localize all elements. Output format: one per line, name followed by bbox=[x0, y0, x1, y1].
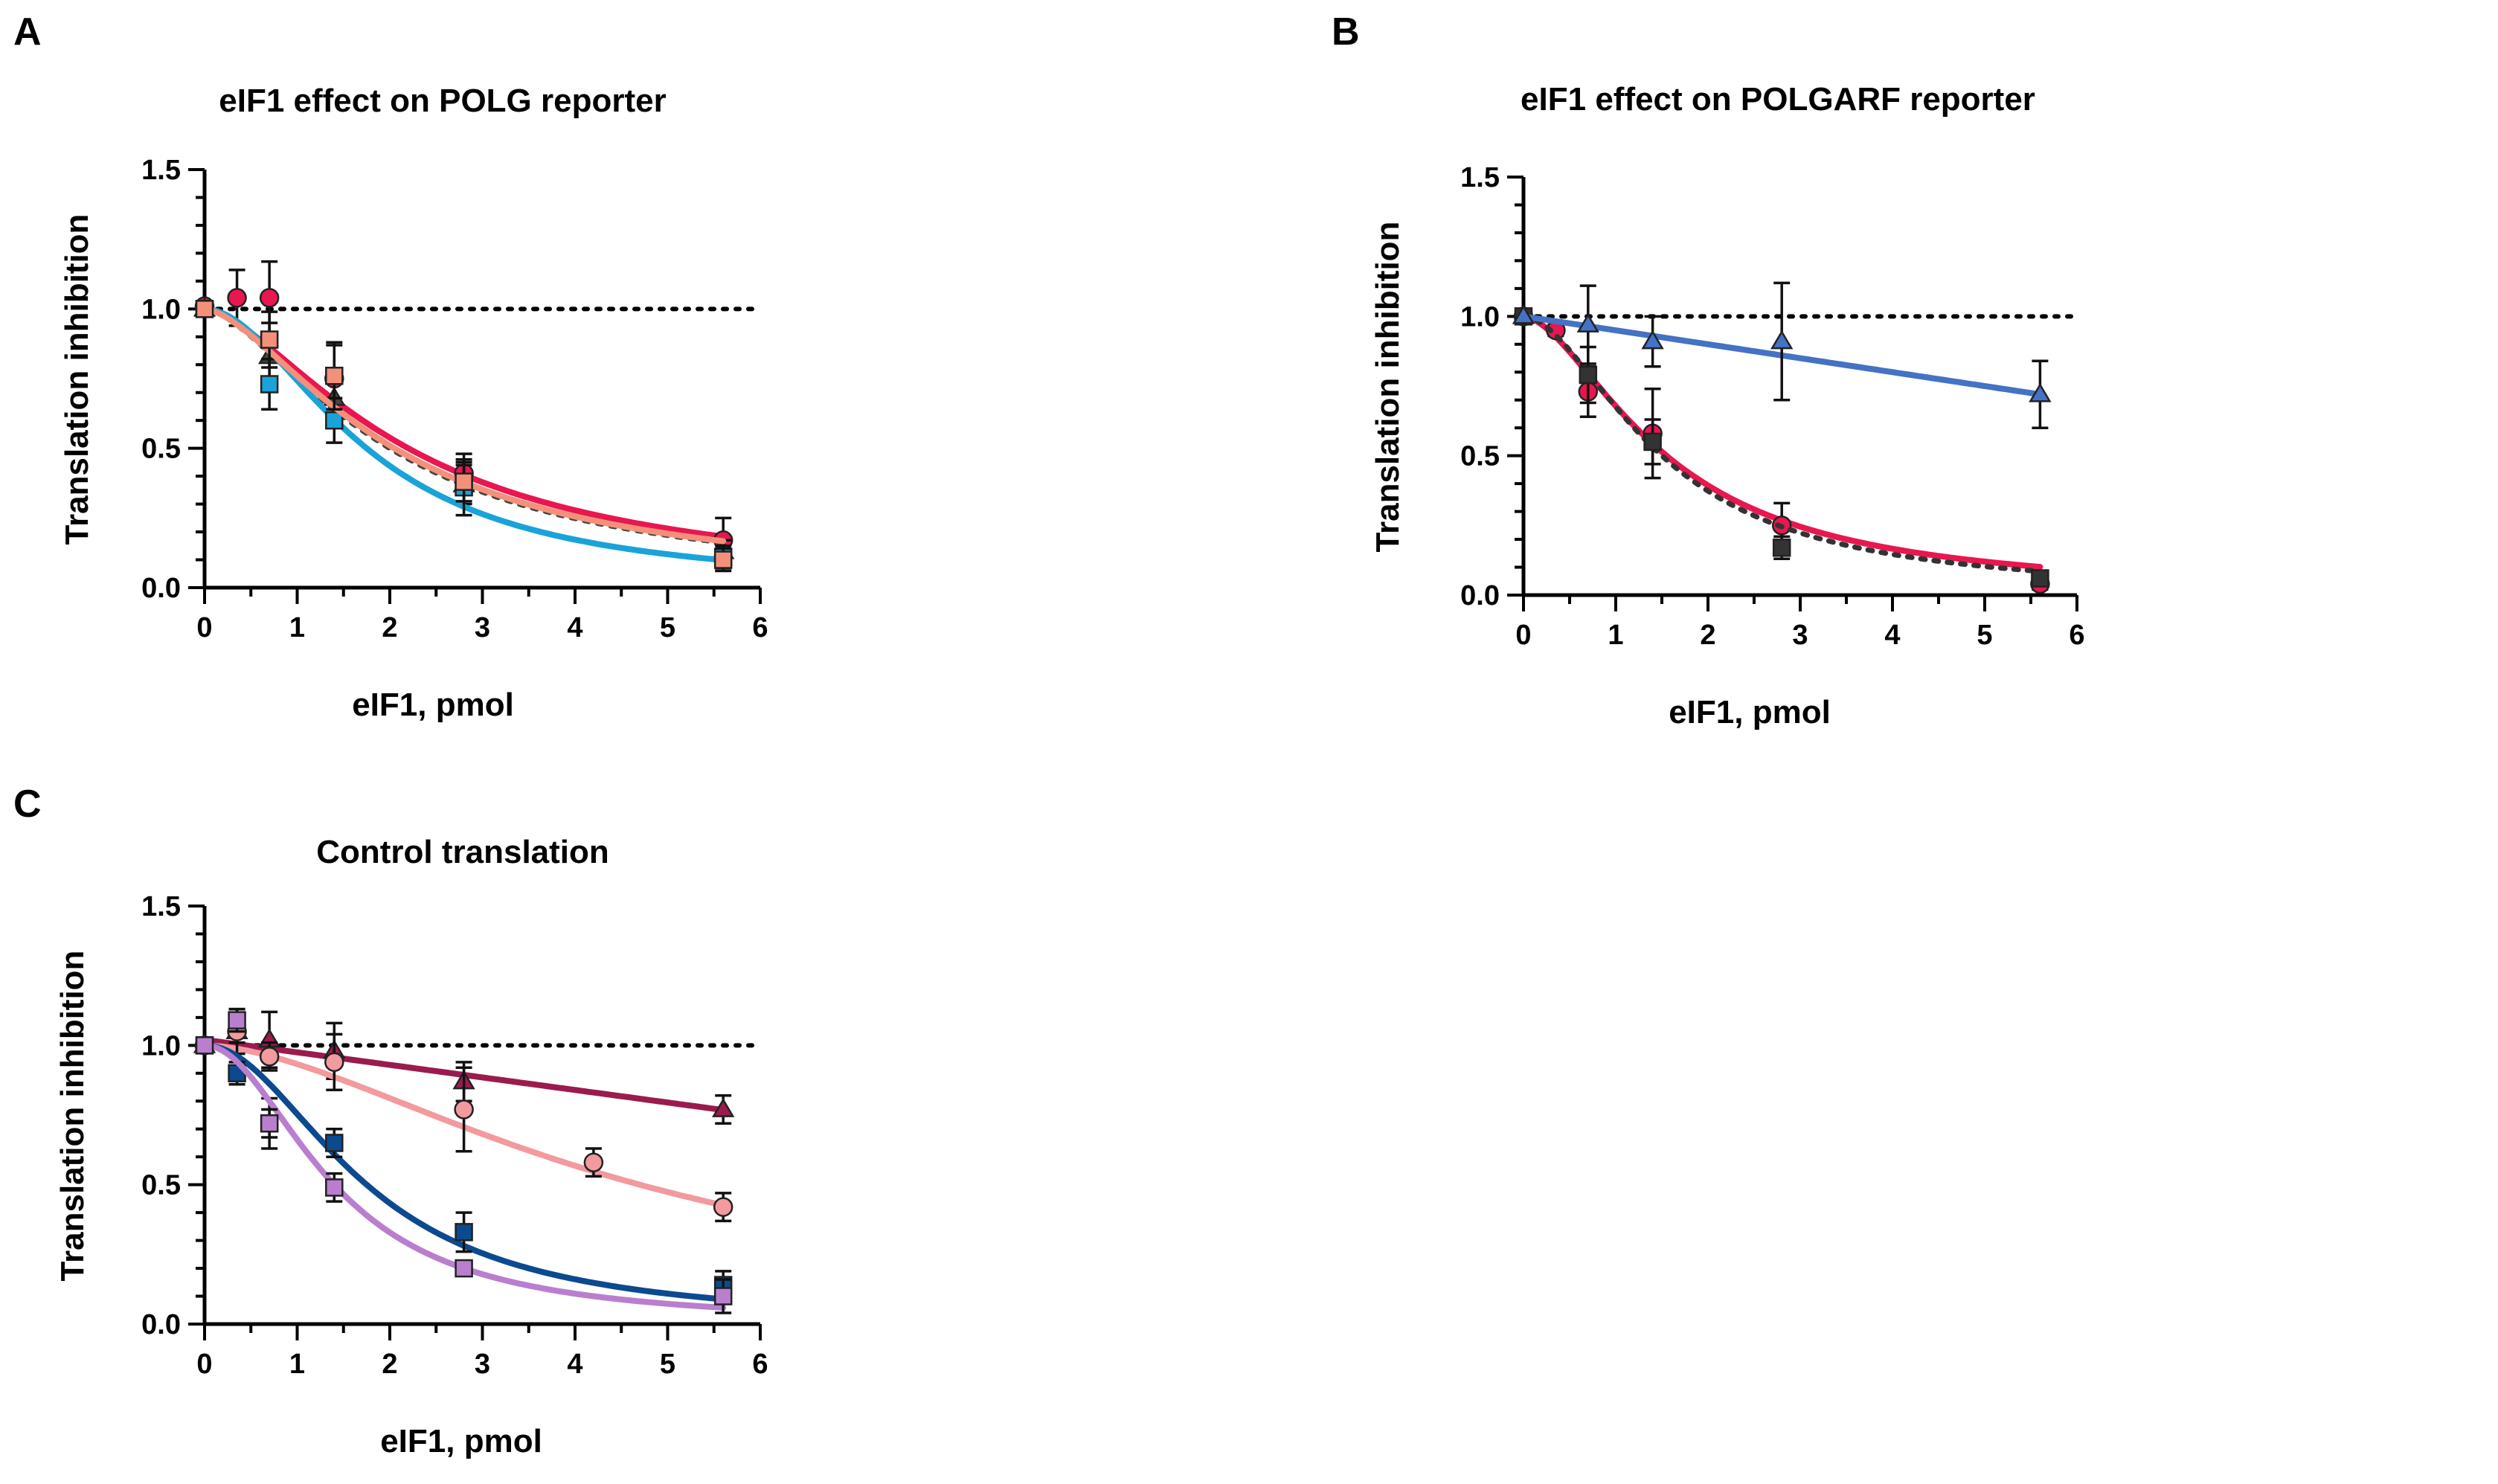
panel-b-y-tick-label: 0.5 bbox=[1460, 441, 1500, 472]
panel-a-plot: 0.0 0.5 1.0 1.5 0 1 2 3 4 5 6 bbox=[141, 155, 768, 643]
panel-a: A eIF1 effect on POLG reporter 0.0 0.5 1.0… bbox=[13, 10, 768, 723]
panel-a-x-tick-label: 0 bbox=[196, 612, 212, 643]
panel-c-data-point bbox=[260, 1114, 279, 1133]
panel-b-data-point bbox=[2031, 569, 2049, 588]
panel-c-data-point bbox=[713, 1287, 733, 1305]
panel-a-y-tick-label: 0.5 bbox=[141, 434, 181, 465]
panel-c-data-point bbox=[583, 1152, 604, 1172]
panel-a-data-point bbox=[259, 288, 280, 308]
panel-a-x-tick-label: 3 bbox=[475, 612, 490, 643]
panel-a-x-tick-label: 1 bbox=[289, 612, 305, 643]
panel-a-x-tick-label: 5 bbox=[660, 612, 675, 643]
panel-c-letter: C bbox=[13, 783, 42, 826]
panel-b-fit-curve bbox=[1521, 313, 2043, 574]
panel-a-series-0 bbox=[194, 260, 733, 565]
panel-b-x-tick-label: 6 bbox=[2069, 620, 2084, 651]
panel-c-x-tick-label: 5 bbox=[660, 1349, 675, 1380]
panel-b-x-tick-label: 2 bbox=[1700, 620, 1715, 651]
panel-a-data-point bbox=[325, 367, 344, 385]
panel-a-x-tick-label: 4 bbox=[567, 612, 582, 643]
panel-b-data-point bbox=[1770, 330, 1794, 350]
panel-b-letter: B bbox=[1332, 10, 1360, 54]
panel-c-x-tick-label: 2 bbox=[382, 1349, 397, 1380]
panel-a-series-3 bbox=[195, 300, 733, 573]
panel-b-y-tick-label: 1.5 bbox=[1460, 162, 1500, 193]
panel-a-y-tick-label: 1.0 bbox=[141, 294, 181, 325]
panel-c-x-tick-label: 0 bbox=[196, 1349, 212, 1380]
panel-a-y-tick-label: 1.5 bbox=[141, 155, 181, 186]
panel-b-series-2 bbox=[1512, 281, 2052, 429]
panel-a-xlabel: eIF1, pmol bbox=[352, 687, 514, 723]
panel-c-title: Control translation bbox=[316, 834, 609, 870]
panel-b-x-tick-label: 5 bbox=[1977, 620, 1992, 651]
panel-a-ylabel: Translation inhibition bbox=[59, 214, 95, 545]
panel-a-data-point bbox=[260, 330, 279, 349]
panel-c-x-tick-label: 6 bbox=[752, 1349, 768, 1380]
panel-c-ylabel: Translation inhibition bbox=[54, 951, 91, 1282]
panel-a-title: eIF1 effect on POLG reporter bbox=[219, 83, 666, 119]
panel-c-y-tick-label: 0.5 bbox=[141, 1170, 181, 1201]
panel-b-y-tick-label: 0.0 bbox=[1460, 580, 1500, 611]
panel-c-data-point bbox=[713, 1197, 733, 1217]
panel-b-title: eIF1 effect on POLGARF reporter bbox=[1521, 81, 2035, 118]
panel-c-y-tick-label: 0.0 bbox=[141, 1309, 181, 1340]
panel-b-series-1 bbox=[1514, 307, 2049, 588]
panel-c-data-point bbox=[454, 1099, 474, 1120]
panel-b: B eIF1 effect on POLGARF reporter 0.0 0.5… bbox=[1332, 10, 2085, 730]
panel-a-data-point bbox=[713, 550, 733, 569]
panel-b-x-tick-label: 3 bbox=[1792, 620, 1808, 651]
panel-a-data-point bbox=[195, 300, 214, 318]
panel-c: C Control translation 0.0 0.5 1.0 1.5 0 1 2 3 4 5… bbox=[13, 783, 768, 1459]
panel-c-x-tick-label: 4 bbox=[567, 1349, 582, 1380]
panel-a-data-point bbox=[325, 411, 344, 430]
panel-c-plot: 0.0 0.5 1.0 1.5 0 1 2 3 4 5 6 bbox=[141, 891, 768, 1380]
panel-b-y-tick-label: 1.0 bbox=[1460, 301, 1500, 333]
panel-a-data-point bbox=[227, 288, 247, 308]
panel-c-series-3 bbox=[195, 1007, 733, 1314]
panel-b-x-tick-label: 4 bbox=[1884, 620, 1900, 651]
panel-a-letter: A bbox=[13, 10, 42, 54]
panel-c-data-point bbox=[324, 1052, 344, 1073]
panel-c-data-point bbox=[195, 1036, 214, 1055]
panel-c-data-point bbox=[228, 1011, 246, 1030]
panel-b-x-tick-label: 0 bbox=[1515, 620, 1531, 651]
panel-c-xlabel: eIF1, pmol bbox=[380, 1423, 542, 1459]
panel-b-data-point bbox=[2029, 382, 2052, 402]
panel-c-data-point bbox=[712, 1098, 735, 1117]
panel-c-x-tick-label: 3 bbox=[475, 1349, 490, 1380]
panel-a-data-point bbox=[455, 472, 473, 491]
panel-a-y-tick-label: 0.0 bbox=[141, 573, 181, 604]
panel-c-y-tick-label: 1.0 bbox=[141, 1030, 181, 1061]
panel-b-ylabel: Translation inhibition bbox=[1370, 222, 1406, 553]
panel-a-data-point bbox=[260, 375, 279, 394]
panel-c-data-point bbox=[259, 1047, 280, 1067]
panel-b-data-point bbox=[1772, 539, 1791, 557]
panel-c-x-tick-label: 1 bbox=[289, 1349, 305, 1380]
panel-c-data-point bbox=[325, 1178, 344, 1197]
panel-b-data-point bbox=[1579, 365, 1598, 385]
panel-c-y-tick-label: 1.5 bbox=[141, 891, 181, 922]
panel-b-data-point bbox=[1576, 313, 1599, 333]
panel-c-data-point bbox=[455, 1223, 473, 1242]
panel-b-data-point bbox=[1643, 432, 1662, 452]
panel-b-plot: 0.0 0.5 1.0 1.5 0 1 2 3 4 5 6 bbox=[1460, 162, 2084, 651]
panel-c-data-point bbox=[455, 1259, 473, 1278]
panel-a-x-tick-label: 2 bbox=[382, 612, 397, 643]
panel-c-data-point bbox=[325, 1134, 344, 1152]
panel-a-x-tick-label: 6 bbox=[752, 612, 768, 643]
panel-b-xlabel: eIF1, pmol bbox=[1669, 694, 1831, 730]
panel-b-x-tick-label: 1 bbox=[1608, 620, 1623, 651]
panel-b-data-point bbox=[1512, 304, 1535, 324]
panel-b-data-point bbox=[1641, 330, 1664, 350]
